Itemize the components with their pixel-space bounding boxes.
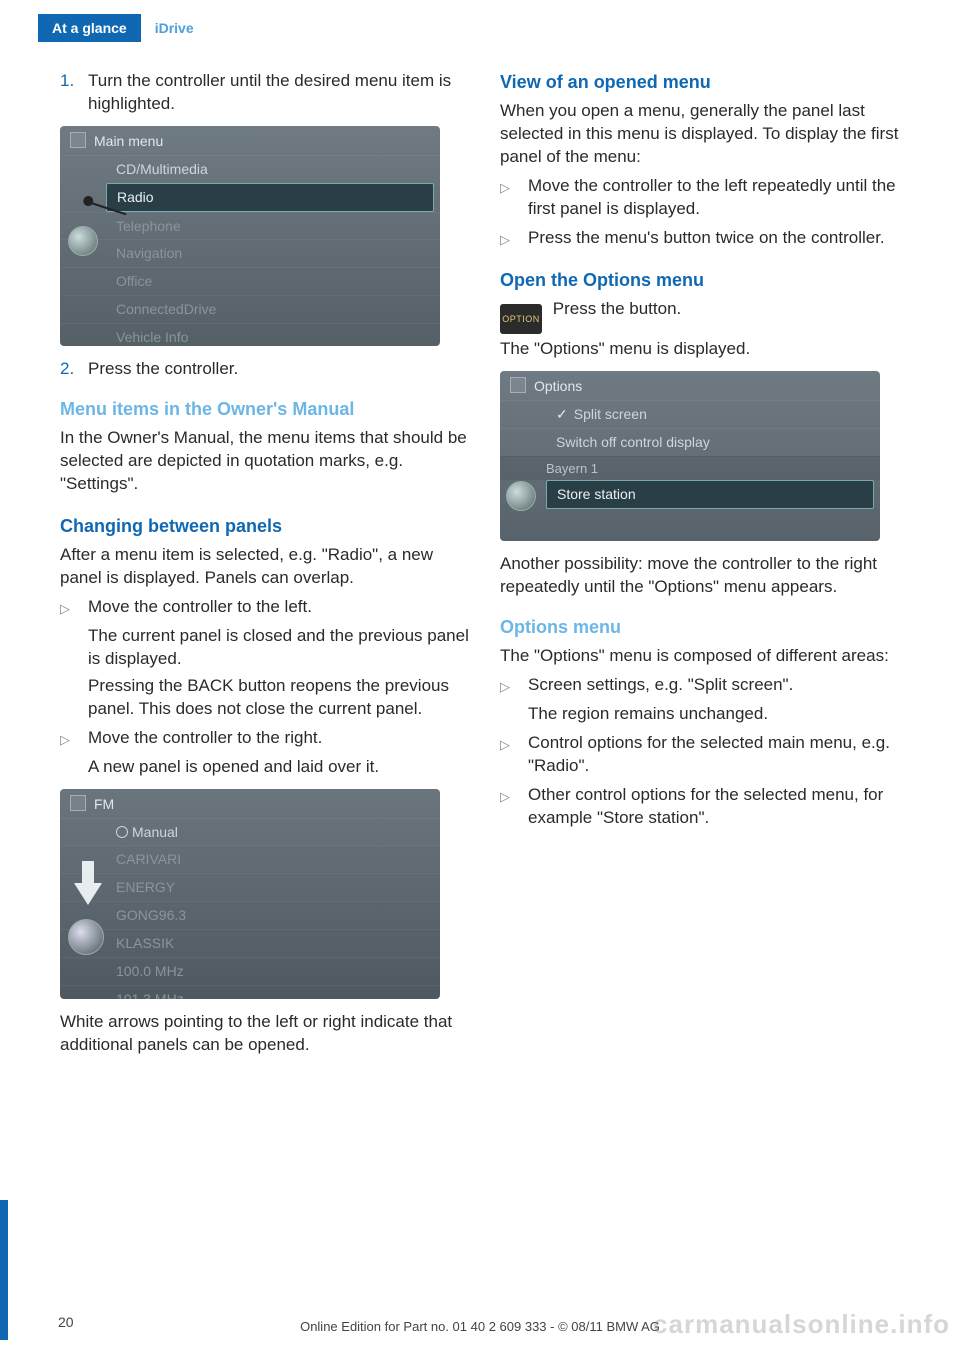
triangle-bullet-icon: ▷ — [500, 674, 528, 697]
mock1-row: Vehicle Info — [60, 323, 440, 346]
bullet-view-1-text: Move the controller to the left repeated… — [528, 175, 910, 221]
mock1-row: Telephone — [60, 212, 440, 240]
mock3-row-highlight: Store station — [546, 480, 874, 509]
heading-menu-items: Menu items in the Owner's Manual — [60, 397, 470, 421]
para-options-menu: The "Options" menu is composed of differ… — [500, 645, 910, 668]
controller-knob-icon — [506, 481, 536, 511]
mock2-row: 100.0 MHz — [60, 957, 440, 985]
bullet-move-right-sub: A new panel is opened and laid over it. — [60, 756, 470, 779]
heading-changing-panels: Changing between panels — [60, 514, 470, 538]
mock-fm-panel: FM Manual CARIVARI ENERGY GONG96.3 KLASS… — [60, 789, 440, 999]
arrow-down-icon — [74, 883, 102, 905]
bullet-move-right-text: Move the controller to the right. — [88, 727, 322, 750]
mock1-title: Main menu — [60, 126, 440, 155]
mock1-row: Office — [60, 267, 440, 295]
mock2-row: KLASSIK — [60, 929, 440, 957]
mock-options-panel: Options Split screen Switch off control … — [500, 371, 880, 541]
mock1-row: ConnectedDrive — [60, 295, 440, 323]
bullet-move-left-text: Move the controller to the left. — [88, 596, 312, 619]
heading-open-options: Open the Options menu — [500, 268, 910, 292]
triangle-bullet-icon: ▷ — [500, 227, 528, 250]
watermark: carmanualsonline.info — [653, 1309, 950, 1340]
mock2-title: FM — [60, 789, 440, 818]
step-1: 1. Turn the controller until the desired… — [60, 70, 470, 116]
heading-options-menu: Options menu — [500, 615, 910, 639]
para-options-displayed: The "Options" menu is displayed. — [500, 338, 910, 361]
header-sub: iDrive — [141, 14, 208, 42]
triangle-bullet-icon: ▷ — [60, 596, 88, 619]
para-menu-items: In the Owner's Manual, the menu items th… — [60, 427, 470, 496]
mock2-row: Manual — [60, 818, 440, 846]
mock3-row-label: Split screen — [574, 406, 647, 422]
bullet-move-left-sub1: The current panel is closed and the prev… — [60, 625, 470, 671]
para-white-arrows: White arrows pointing to the left or rig… — [60, 1011, 470, 1057]
mock3-row: Split screen — [500, 400, 880, 428]
step-2-num: 2. — [60, 358, 88, 381]
step-2: 2. Press the controller. — [60, 358, 470, 381]
bullet-opt-1: ▷ Screen settings, e.g. "Split screen". — [500, 674, 910, 697]
triangle-bullet-icon: ▷ — [500, 175, 528, 221]
mock3-section: Bayern 1 — [500, 456, 880, 481]
bullet-opt-2: ▷ Control options for the selected main … — [500, 732, 910, 778]
triangle-bullet-icon: ▷ — [60, 727, 88, 750]
bullet-opt-1-text: Screen settings, e.g. "Split screen". — [528, 674, 793, 697]
option-button-icon: OPTION — [500, 304, 542, 334]
controller-knob-icon — [68, 919, 104, 955]
triangle-bullet-icon: ▷ — [500, 784, 528, 830]
bullet-view-2: ▷ Press the menu's button twice on the c… — [500, 227, 910, 250]
mock1-row: Navigation — [60, 239, 440, 267]
heading-view-opened: View of an opened menu — [500, 70, 910, 94]
bullet-opt-3-text: Other control options for the selected m… — [528, 784, 910, 830]
right-column: View of an opened menu When you open a m… — [500, 70, 910, 836]
mock3-title: Options — [500, 371, 880, 400]
mock2-row: CARIVARI — [60, 845, 440, 873]
controller-knob-icon — [68, 226, 98, 256]
mock2-row: GONG96.3 — [60, 901, 440, 929]
bullet-move-left: ▷ Move the controller to the left. — [60, 596, 470, 619]
para-press-button-text: Press the button. — [553, 299, 682, 318]
bullet-opt-1-sub: The region remains unchanged. — [500, 703, 910, 726]
mock2-row: ENERGY — [60, 873, 440, 901]
bullet-move-left-sub2: Pressing the BACK button reopens the pre… — [60, 675, 470, 721]
step-1-text: Turn the controller until the desired me… — [88, 70, 470, 116]
step-2-text: Press the controller. — [88, 358, 238, 381]
bullet-opt-3: ▷ Other control options for the selected… — [500, 784, 910, 830]
mock3-row: Switch off control display — [500, 428, 880, 456]
left-column: 1. Turn the controller until the desired… — [60, 70, 470, 1061]
para-press-button: OPTION Press the button. — [500, 298, 910, 334]
header-tab: At a glance — [38, 14, 141, 42]
mock2-row-label: Manual — [132, 824, 178, 840]
triangle-bullet-icon: ▷ — [500, 732, 528, 778]
para-another-possibility: Another possibility: move the controller… — [500, 553, 910, 599]
para-changing-panels: After a menu item is selected, e.g. "Rad… — [60, 544, 470, 590]
bullet-view-1: ▷ Move the controller to the left repeat… — [500, 175, 910, 221]
bullet-opt-2-text: Control options for the selected main me… — [528, 732, 910, 778]
step-1-num: 1. — [60, 70, 88, 116]
mock2-row: 101.3 MHz — [60, 985, 440, 999]
para-view-opened: When you open a menu, generally the pane… — [500, 100, 910, 169]
mock-main-menu: Main menu CD/Multimedia Radio Telephone … — [60, 126, 440, 346]
mock1-row: CD/Multimedia — [60, 155, 440, 183]
bullet-move-right: ▷ Move the controller to the right. — [60, 727, 470, 750]
mock1-row-highlight: Radio — [106, 183, 434, 212]
bullet-view-2-text: Press the menu's button twice on the con… — [528, 227, 885, 250]
header: At a glance iDrive — [38, 14, 208, 42]
